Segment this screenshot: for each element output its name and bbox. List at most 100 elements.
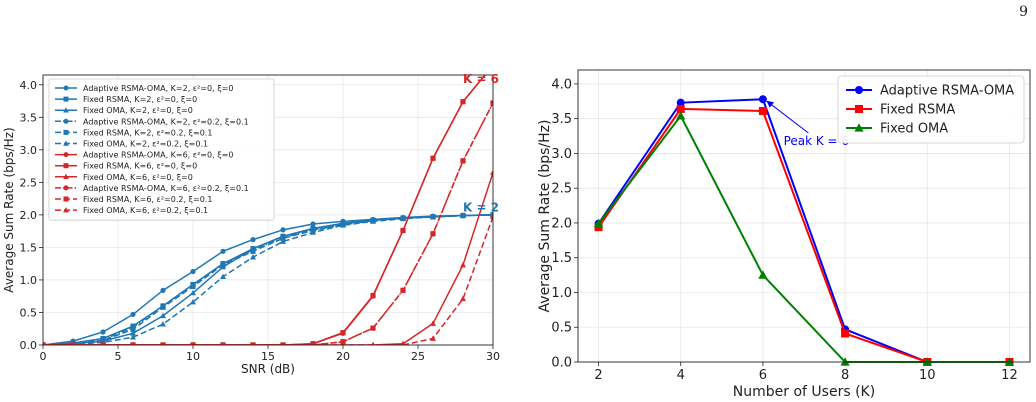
y-tick-label: 4.0 (551, 77, 572, 92)
data-point (400, 227, 406, 234)
data-point (191, 341, 195, 345)
legend-box (837, 75, 1025, 144)
y-axis-label: Average Sum Rate (bps/Hz) (537, 120, 553, 313)
legend-entry: Fixed RSMA, K=2, ε²=0, ξ=0 (83, 95, 197, 104)
plot-frame (42, 74, 494, 346)
data-point (401, 341, 405, 345)
y-tick-label: 2.5 (20, 176, 38, 189)
data-point (460, 158, 466, 164)
legend-swatch-marker (63, 118, 69, 124)
y-tick-label: 3.5 (20, 111, 38, 124)
data-point (71, 341, 75, 345)
y-tick-label: 1.0 (20, 274, 38, 287)
legend-entry: Adaptive RSMA-OMA, K=6, ε²=0.2, ξ=0.1 (83, 184, 249, 193)
x-tick-label: 0 (40, 350, 47, 363)
legend-entry: Fixed OMA, K=2, ε²=0, ξ=0 (83, 106, 193, 115)
data-point (840, 357, 850, 366)
data-point (490, 169, 493, 175)
data-point (370, 292, 376, 299)
legend-swatch-marker (63, 173, 69, 180)
legend-swatch-marker (63, 85, 69, 91)
data-point (460, 261, 466, 268)
legend-swatch-marker (63, 129, 69, 135)
legend-swatch-marker (63, 207, 69, 213)
y-tick-label: 0.0 (551, 356, 572, 371)
data-point (430, 213, 436, 220)
legend-swatch-marker (63, 152, 69, 158)
chart-snr-sum-rate: 0 5 10 15 20 25 30 0.0 0.5 1.0 1.5 2.0 2.5 3.0 3.5 4.0 S… (2, 63, 500, 376)
data-point (400, 215, 406, 222)
annotation-arrow (766, 100, 809, 134)
legend-entry: Fixed OMA, K=6, ε²=0, ξ=0 (83, 173, 193, 182)
legend-entry: Fixed RSMA, K=6, ε²=0, ξ=0 (83, 162, 197, 171)
legend-swatch-marker (63, 163, 69, 169)
data-point (1004, 357, 1015, 366)
data-point (490, 100, 493, 106)
y-tick-label: 4.0 (20, 79, 38, 92)
legend-swatch-marker (63, 185, 69, 191)
data-point (841, 329, 850, 338)
legend-swatch-marker (63, 96, 69, 102)
data-point (593, 218, 604, 228)
data-point (221, 341, 225, 345)
legend-swatch-marker (855, 105, 863, 113)
series-line (43, 75, 486, 345)
data-point (490, 63, 495, 68)
data-point (490, 213, 493, 220)
data-point (340, 330, 346, 336)
data-point (922, 357, 932, 366)
legend: Adaptive RSMA-OMA Fixed RSMA Fixed OMA (837, 75, 1025, 144)
legend-entry: Fixed RSMA, K=2, ε²=0.2, ξ=0.1 (83, 128, 212, 137)
legend-swatch-marker (63, 196, 69, 202)
x-tick-label: 2 (594, 368, 602, 383)
chart-users-sum-rate: 2 4 6 8 10 12 0.0 0.5 1.0 1.5 2.0 2.5 3.0 3.5 4.0 Peak … (537, 69, 1031, 400)
data-point (340, 339, 346, 345)
legend-swatch-marker (854, 123, 864, 132)
plot-frame (577, 69, 1031, 363)
data-point (160, 287, 166, 293)
data-point (160, 312, 166, 319)
x-tick-label: 30 (486, 350, 500, 363)
y-axis-label: Average Sum Rate (bps/Hz) (2, 127, 16, 292)
data-point (130, 334, 136, 340)
data-point (676, 104, 685, 113)
annotation-label: K = 6 (463, 72, 499, 86)
data-point (281, 341, 285, 345)
x-axis-label: SNR (dB) (241, 362, 295, 376)
x-tick-label: 10 (186, 350, 200, 363)
x-tick-label: 25 (411, 350, 425, 363)
data-point (160, 304, 166, 310)
data-point (190, 298, 196, 305)
y-tick-label: 1.0 (551, 286, 572, 301)
y-tick-label: 3.0 (20, 144, 38, 157)
x-tick-label: 5 (115, 350, 122, 363)
data-point (251, 341, 255, 345)
data-point (280, 238, 286, 244)
series-line (43, 172, 493, 345)
data-point (758, 107, 767, 116)
legend-swatch-marker (855, 86, 863, 94)
data-point (250, 248, 256, 254)
legend-swatch-marker (63, 107, 69, 113)
data-point (400, 287, 406, 293)
data-point (250, 237, 256, 243)
data-point (130, 326, 136, 332)
y-tick-label: 1.5 (551, 251, 572, 266)
legend-entry: Fixed RSMA (880, 103, 955, 118)
data-point (430, 155, 436, 161)
data-point (758, 95, 767, 104)
data-point (160, 321, 166, 327)
series-line (597, 114, 1010, 363)
legend-entry: Fixed OMA, K=6, ε²=0.2, ξ=0.1 (83, 206, 208, 215)
legend-entry: Fixed OMA, K=2, ε²=0.2, ξ=0.1 (83, 140, 208, 149)
legend-entry: Fixed OMA (880, 122, 948, 137)
data-point (460, 295, 466, 302)
legend: Adaptive RSMA-OMA, K=2, ε²=0, ξ=0 Fixed R… (48, 78, 275, 221)
data-point (370, 218, 376, 224)
data-point (311, 341, 315, 345)
x-tick-label: 10 (919, 368, 936, 383)
data-point (310, 229, 316, 235)
y-tick-label: 3.0 (551, 147, 572, 162)
legend-swatch-marker (63, 140, 69, 146)
